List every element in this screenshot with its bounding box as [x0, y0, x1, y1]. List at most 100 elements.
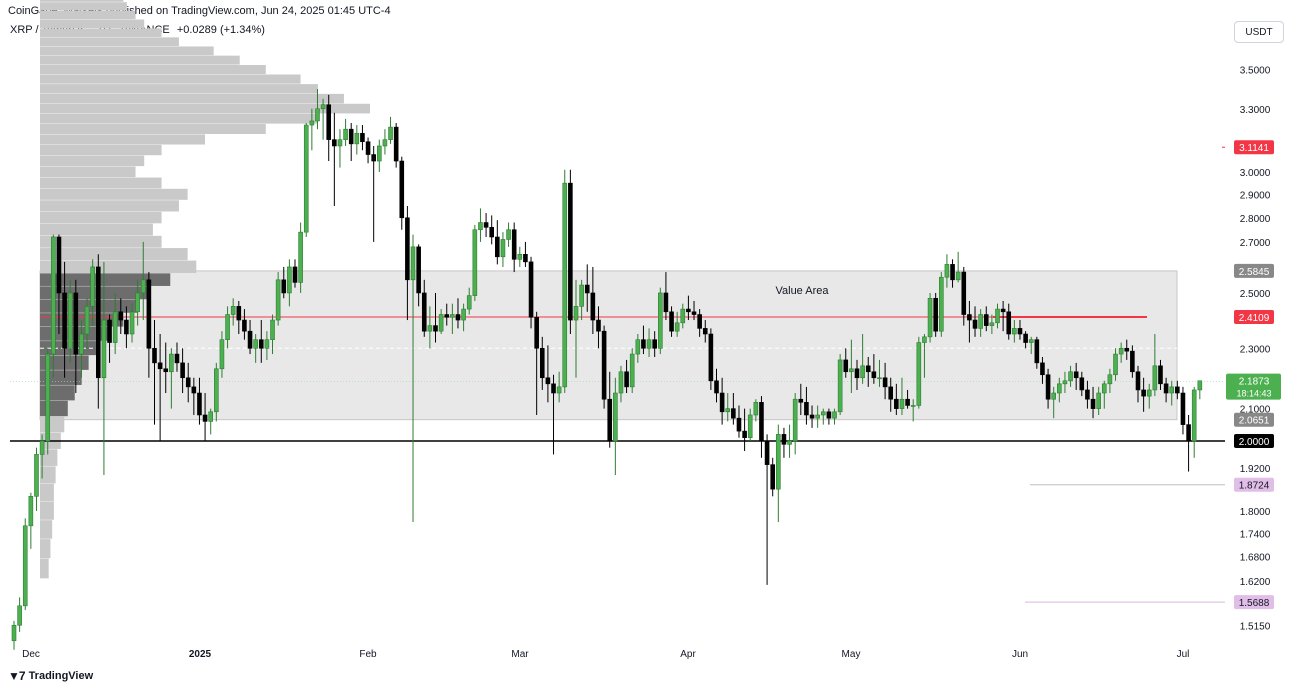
candle-body [539, 347, 545, 379]
candle-body [348, 128, 354, 145]
candle-body [1101, 383, 1107, 394]
candle-body [1000, 308, 1006, 313]
candle-body [601, 330, 607, 400]
candle-body [888, 386, 894, 400]
candle-body [275, 279, 281, 321]
profile-bar [40, 416, 65, 433]
candle-body [455, 314, 461, 321]
profile-bar [40, 235, 162, 248]
profile-bar [40, 400, 68, 417]
candle-body [753, 402, 759, 416]
candle-body [551, 383, 556, 394]
candle-body [669, 311, 674, 332]
candle-body [899, 398, 905, 409]
candle-body [702, 328, 708, 335]
currency-button[interactable]: USDT [1234, 21, 1284, 43]
candle-body [478, 222, 483, 231]
candle-body [1051, 392, 1056, 400]
candle-body [427, 325, 433, 332]
candle-body [393, 126, 399, 162]
candle-body [1169, 386, 1175, 394]
price-label-level: 1.8724 [1239, 481, 1270, 492]
candle-body [1096, 392, 1101, 409]
price-label-badge [1234, 434, 1274, 448]
candle-body [101, 319, 107, 379]
candle-body [247, 330, 253, 349]
profile-bar [40, 501, 54, 520]
candle-body [618, 371, 624, 394]
candle-body [1141, 389, 1146, 397]
candle-body [1146, 389, 1152, 397]
candle-body [708, 333, 714, 382]
profile-bar [40, 10, 136, 20]
y-tick-label: 2.9000 [1240, 190, 1271, 201]
candle-body [1040, 362, 1045, 376]
candle-body [45, 353, 51, 442]
profile-bar [40, 93, 344, 104]
candle-body [629, 353, 635, 388]
profile-bar [40, 103, 370, 114]
candle-body [1113, 353, 1118, 376]
candle-body [489, 227, 495, 238]
candle-body [253, 339, 258, 349]
candle-body [405, 217, 410, 281]
profile-bar [40, 248, 188, 261]
candle-body [96, 266, 101, 379]
profile-bar [40, 124, 266, 134]
candle-body [1034, 339, 1040, 364]
candle-body [191, 386, 197, 394]
profile-bar [40, 260, 197, 273]
y-tick-label: 2.8000 [1240, 214, 1271, 225]
price-axis: 3.5000 3.3000 3.0000 2.9000 2.8000 2.7000 2.50… [1240, 66, 1271, 633]
price-label-level: 3.1141 [1239, 143, 1269, 154]
price-labels: 2.5845 2.4109 2.0651 2.0000 3.1141 1.8724 1.56… [1226, 140, 1281, 610]
candle-body [28, 496, 34, 527]
candle-body [731, 408, 736, 419]
candle-body [73, 292, 79, 355]
candle-body [1023, 333, 1028, 343]
candle-body [877, 377, 882, 380]
candle-body [472, 229, 478, 296]
candle-body [517, 254, 523, 260]
candle-body [1012, 328, 1017, 335]
profile-bar [40, 520, 53, 539]
candle-body [22, 525, 28, 607]
candle-body [303, 124, 309, 233]
candle-body [495, 236, 500, 258]
value-area-label: Value Area [775, 285, 829, 297]
price-label-badge [1234, 140, 1274, 155]
y-tick-label: 1.5150 [1240, 621, 1271, 632]
candle-body [39, 440, 45, 455]
candle-body [725, 408, 731, 413]
profile-bar [40, 166, 136, 178]
candle-body [635, 339, 641, 355]
candle-body [511, 229, 517, 260]
candle-body [258, 339, 264, 349]
profile-bar [40, 144, 162, 156]
candle-body [287, 266, 292, 294]
candle-body [180, 362, 185, 379]
x-tick-label: Feb [359, 649, 377, 660]
candle-body [905, 398, 910, 406]
profile-bar [40, 74, 301, 84]
price-label-badge [1234, 477, 1274, 492]
candle-body [79, 333, 84, 355]
candle-body [112, 311, 118, 343]
candle-body [1073, 371, 1079, 379]
tradingview-logo-icon: ▼7 [8, 669, 26, 683]
candle-body [680, 308, 686, 324]
candle-body [1079, 377, 1085, 391]
candle-body [343, 128, 348, 140]
candle-body [978, 314, 983, 329]
profile-bar [40, 2, 127, 11]
profile-bar [40, 188, 188, 200]
candle-body [697, 314, 702, 329]
x-tick-label: Apr [680, 649, 696, 660]
candle-body [371, 154, 376, 162]
candle-body [742, 430, 747, 438]
y-tick-label: 2.3000 [1240, 344, 1271, 355]
x-tick-label: Dec [22, 649, 40, 660]
candle-body [1028, 339, 1034, 343]
brand[interactable]: ▼7 TradingView [8, 669, 93, 683]
